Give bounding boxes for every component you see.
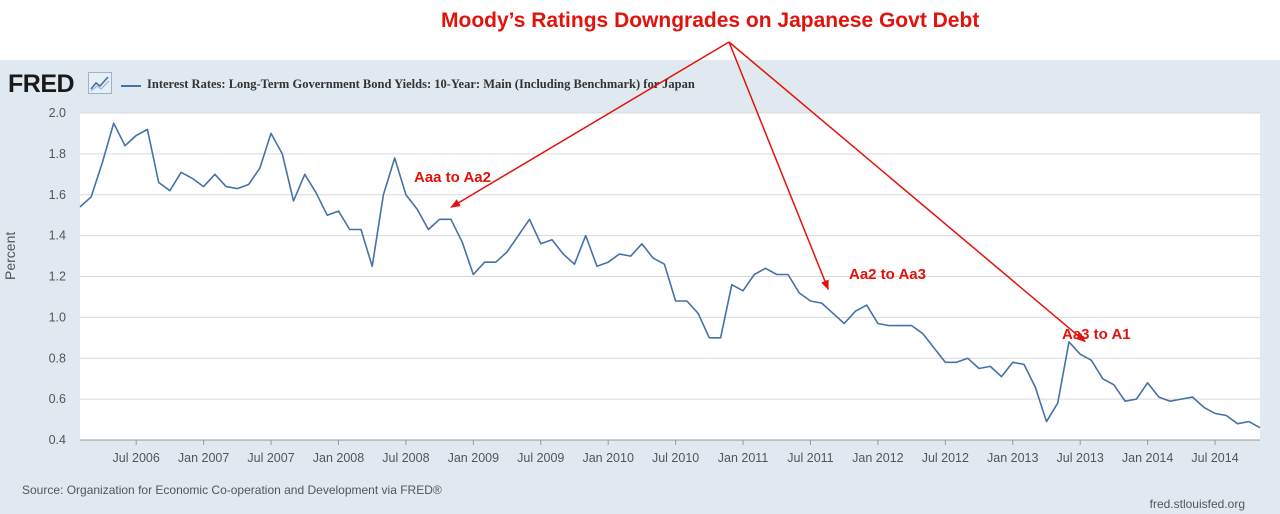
downgrade-label: Aa2 to Aa3	[849, 266, 926, 283]
x-tick-label: Jan 2012	[852, 451, 903, 465]
x-tick-label: Jul 2012	[922, 451, 969, 465]
x-tick-label: Jul 2014	[1191, 451, 1238, 465]
downgrade-label: Aa3 to A1	[1062, 326, 1131, 343]
annotation-arrow	[450, 41, 730, 208]
y-tick-label: 0.8	[49, 351, 66, 365]
x-tick-label: Jul 2007	[247, 451, 294, 465]
y-tick-label: 1.0	[49, 310, 66, 324]
x-tick-label: Jan 2009	[448, 451, 499, 465]
y-tick-label: 1.4	[49, 229, 66, 243]
x-tick-label: Jul 2008	[382, 451, 429, 465]
downgrade-label: Aaa to Aa2	[414, 169, 491, 186]
y-tick-label: 1.2	[49, 270, 66, 284]
y-tick-label: 0.6	[49, 392, 66, 406]
y-tick-label: 2.0	[49, 106, 66, 120]
x-tick-label: Jan 2013	[987, 451, 1038, 465]
annotation-arrow	[728, 41, 829, 291]
x-tick-label: Jul 2010	[652, 451, 699, 465]
x-tick-label: Jul 2013	[1057, 451, 1104, 465]
fred-url-link[interactable]: fred.stlouisfed.org	[1149, 497, 1245, 511]
x-tick-label: Jul 2006	[113, 451, 160, 465]
legend-series-label: Interest Rates: Long-Term Government Bon…	[147, 77, 695, 91]
annotation-arrow	[728, 41, 1086, 343]
x-tick-label: Jan 2011	[718, 451, 769, 465]
series-line-japan-10y	[79, 122, 1261, 429]
fred-logo: FRED	[8, 70, 75, 98]
x-tick-label: Jan 2008	[313, 451, 364, 465]
y-tick-label: 1.6	[49, 188, 66, 202]
y-tick-label: 1.8	[49, 147, 66, 161]
fred-logo-icon	[88, 72, 112, 94]
annotation-title: Moody’s Ratings Downgrades on Japanese G…	[441, 9, 980, 32]
x-tick-label: Jul 2011	[787, 451, 833, 465]
source-note: Source: Organization for Economic Co-ope…	[22, 483, 442, 497]
x-tick-label: Jul 2009	[517, 451, 564, 465]
x-tick-label: Jan 2010	[582, 451, 633, 465]
y-tick-label: 0.4	[49, 433, 66, 447]
legend-series-swatch	[121, 85, 141, 87]
x-tick-label: Jan 2007	[178, 451, 229, 465]
x-tick-label: Jan 2014	[1122, 451, 1173, 465]
